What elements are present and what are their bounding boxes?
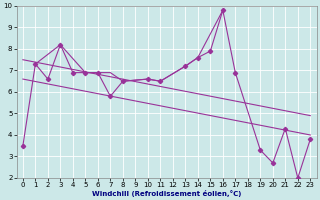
X-axis label: Windchill (Refroidissement éolien,°C): Windchill (Refroidissement éolien,°C) xyxy=(92,190,241,197)
